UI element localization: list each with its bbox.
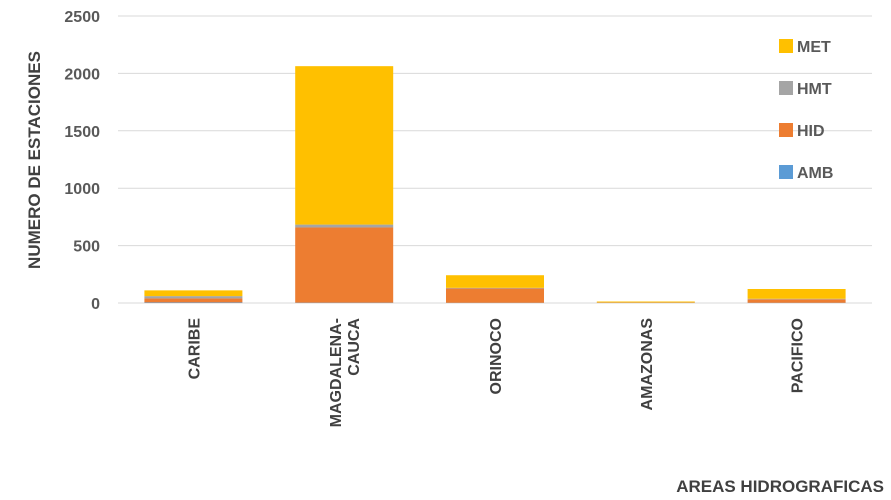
x-category-label-line: PACIFICO: [790, 318, 807, 393]
y-tick-label: 1000: [64, 181, 100, 198]
y-tick-label: 2000: [64, 66, 100, 83]
bars: [144, 66, 846, 303]
legend-label-hmt: HMT: [797, 81, 832, 98]
legend-label-amb: AMB: [797, 165, 833, 182]
x-category-label: PACIFICO: [790, 318, 807, 393]
x-category-label: AMAZONAS: [639, 318, 656, 411]
legend-swatch-hid: [779, 123, 793, 137]
y-tick-label: 1500: [64, 124, 100, 141]
x-axis-title: AREAS HIDROGRAFICAS: [676, 477, 884, 496]
y-tick-label: 500: [73, 239, 100, 256]
bar-segment-met: [295, 66, 394, 225]
bar-segment-hmt: [747, 298, 846, 300]
x-category-label: CARIBE: [186, 318, 203, 380]
x-category-label: MAGDALENA-CAUCA: [328, 318, 363, 428]
bar-segment-hid: [144, 298, 243, 303]
bar-segment-met: [747, 288, 846, 299]
legend: MET HMT HID AMB: [779, 39, 833, 182]
x-category-label: ORINOCO: [488, 318, 505, 394]
x-category-label-line: CAUCA: [346, 318, 363, 376]
y-tick-label: 0: [91, 296, 100, 313]
bar-segment-met: [446, 275, 544, 288]
y-tick-label: 2500: [64, 9, 100, 26]
x-category-label-line: MAGDALENA-: [328, 318, 345, 427]
bar-segment-hmt: [144, 296, 243, 299]
x-category-label-line: CARIBE: [186, 318, 203, 380]
bar-segment-hid: [747, 299, 846, 303]
bar-segment-hmt: [295, 224, 394, 228]
legend-swatch-amb: [779, 165, 793, 179]
legend-swatch-hmt: [779, 81, 793, 95]
bar-segment-hid: [446, 288, 544, 303]
legend-label-hid: HID: [797, 123, 825, 140]
legend-swatch-met: [779, 39, 793, 53]
y-axis-title: NUMERO DE ESTACIONES: [25, 51, 44, 269]
bar-segment-hid: [295, 227, 394, 303]
bar-segment-hmt: [446, 287, 544, 289]
bar-segment-met: [144, 290, 243, 297]
x-category-label-line: ORINOCO: [488, 318, 505, 394]
bar-segment-amb: [144, 302, 243, 303]
x-category-labels: CARIBE MAGDALENA-CAUCA ORINOCO AMAZONAS PACI…: [186, 318, 806, 428]
legend-label-met: MET: [797, 39, 831, 56]
gridlines: [118, 15, 872, 304]
y-tick-labels: 0 500 1000 1500 2000 2500: [64, 9, 100, 313]
bar-segment-met: [596, 301, 695, 303]
x-category-label-line: AMAZONAS: [639, 318, 656, 411]
